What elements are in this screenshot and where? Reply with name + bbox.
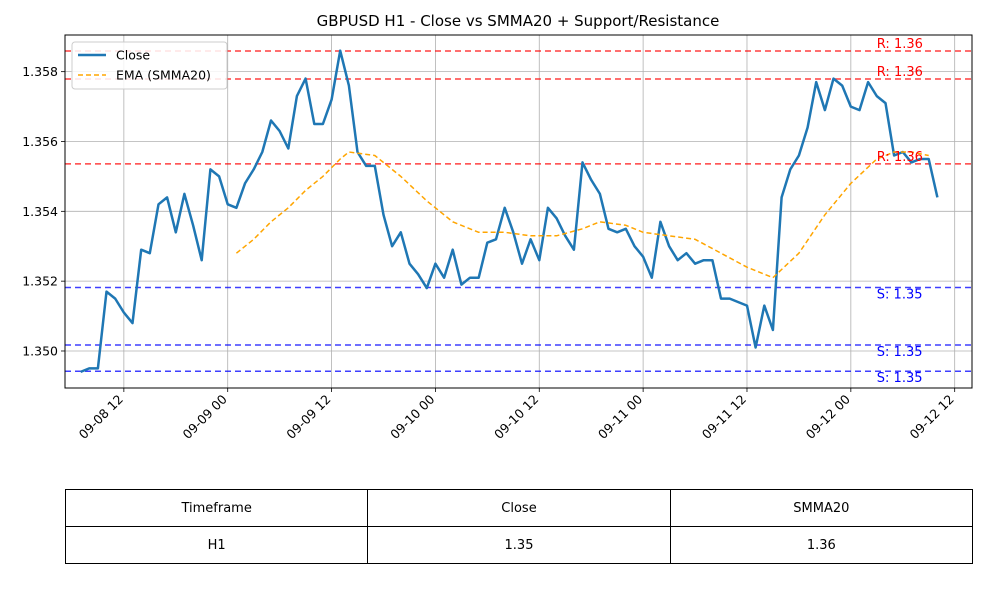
x-tick-label: 09-12 12 [906,392,956,442]
table-header-cell: Close [367,489,671,527]
x-tick-label: 09-10 00 [387,391,437,441]
y-tick-label: 1.350 [22,343,58,358]
close-series-line [80,49,939,374]
y-tick-label: 1.354 [22,204,58,219]
y-tick-label: 1.352 [22,274,58,289]
x-tick-label: 09-09 00 [179,391,229,441]
table-header-row: Timeframe Close SMMA20 [64,489,974,527]
legend-label: Close [116,48,150,63]
axis-ticks: 09-08 12 09-09 00 09-09 12 09-10 00 09-10 12… [22,64,957,442]
table-cell: H1 [64,526,369,564]
legend-label: EMA (SMMA20) [116,68,211,83]
y-tick-label: 1.358 [22,64,58,79]
chart-title: GBPUSD H1 - Close vs SMMA20 + Support/Re… [317,12,720,30]
y-tick-label: 1.356 [22,134,58,149]
legend-box [71,41,228,90]
table-header-cell: Timeframe [64,489,369,527]
support-label: S: 1.35 [877,371,923,386]
table-cell: 1.35 [367,526,671,564]
table-row: H1 1.35 1.36 [64,526,974,564]
x-tick-label: 09-11 12 [699,392,749,442]
resistance-label: R: 1.36 [877,65,923,80]
smma-series-line [235,151,929,279]
x-tick-label: 09-09 12 [283,392,333,442]
x-tick-label: 09-12 00 [803,391,853,441]
table-header-cell: SMMA20 [669,489,974,527]
x-tick-label: 09-11 00 [595,391,645,441]
resistance-label: R: 1.36 [877,150,923,165]
resistance-label: R: 1.36 [877,37,923,52]
table-cell: 1.36 [669,526,974,564]
x-tick-label: 09-08 12 [76,392,126,442]
x-tick-label: 09-10 12 [491,392,541,442]
summary-table: Timeframe Close SMMA20 H1 1.35 1.36 [64,489,974,564]
series-lines [80,49,939,374]
support-resistance-lines [65,50,972,372]
support-label: S: 1.35 [877,287,923,302]
chart-area: GBPUSD H1 - Close vs SMMA20 + Support/Re… [22,12,973,442]
level-labels: R: 1.36 R: 1.36 R: 1.36 S: 1.35 S: 1.35 S: 1.… [877,37,923,386]
support-label: S: 1.35 [877,345,923,360]
legend: Close EMA (SMMA20) [71,41,228,90]
